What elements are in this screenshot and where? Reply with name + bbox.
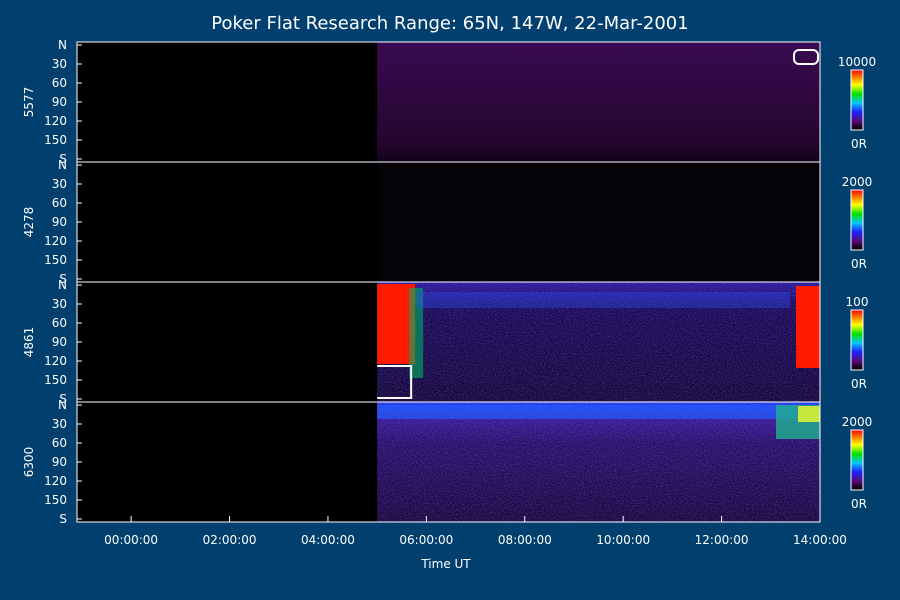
colorbar-min-label: 0R bbox=[851, 497, 867, 511]
noise-texture bbox=[377, 402, 820, 522]
y-tick-label: 60 bbox=[52, 196, 67, 210]
colorbar-frame bbox=[850, 189, 864, 251]
emission-data-region bbox=[377, 42, 820, 162]
y-tick-label: 30 bbox=[52, 297, 67, 311]
y-tick-label: 60 bbox=[52, 316, 67, 330]
y-tick-label: S bbox=[59, 152, 67, 166]
x-tick-label: 08:00:00 bbox=[498, 533, 552, 547]
y-tick-label: 150 bbox=[44, 253, 67, 267]
y-tick-label: S bbox=[59, 272, 67, 286]
y-tick-label: 90 bbox=[52, 95, 67, 109]
panel-label: 5577 bbox=[22, 87, 36, 118]
y-tick-label: 120 bbox=[44, 474, 67, 488]
y-tick-label: N bbox=[58, 278, 67, 292]
panel-label: 4861 bbox=[22, 327, 36, 358]
colorbar-max-label: 100 bbox=[846, 295, 869, 309]
colorbar-min-label: 0R bbox=[851, 377, 867, 391]
saturated-region-dawn bbox=[796, 286, 820, 368]
y-tick-label: 90 bbox=[52, 455, 67, 469]
x-tick-label: 00:00:00 bbox=[104, 533, 158, 547]
y-tick-label: 90 bbox=[52, 215, 67, 229]
colorbar-max-label: 2000 bbox=[842, 175, 873, 189]
emission-data-region bbox=[377, 162, 820, 282]
colorbar-frame bbox=[850, 69, 864, 131]
y-tick-label: 150 bbox=[44, 493, 67, 507]
saturated-region-dusk bbox=[377, 284, 416, 364]
colorbar-min-label: 0R bbox=[851, 137, 867, 151]
y-tick-label: N bbox=[58, 38, 67, 52]
noise-texture bbox=[377, 282, 820, 402]
colorbar bbox=[851, 430, 863, 490]
y-tick-label: 120 bbox=[44, 114, 67, 128]
dusk-gradient-edge bbox=[409, 288, 424, 378]
y-tick-label: 30 bbox=[52, 417, 67, 431]
colorbar-max-label: 10000 bbox=[838, 55, 876, 69]
y-tick-label: 30 bbox=[52, 57, 67, 71]
y-tick-label: S bbox=[59, 512, 67, 526]
panel-4278: N 30 60 90 120 150 S 4278 2000 0R bbox=[22, 158, 872, 286]
colorbar bbox=[851, 310, 863, 370]
panel-4861: N 30 60 90 120 150 S 4861 100 0R bbox=[22, 278, 868, 406]
y-tick-label: 90 bbox=[52, 335, 67, 349]
colorbar-max-label: 2000 bbox=[842, 415, 873, 429]
emission-band bbox=[377, 405, 820, 419]
x-tick-label: 06:00:00 bbox=[399, 533, 453, 547]
colorbar bbox=[851, 190, 863, 250]
dawn-contour bbox=[793, 49, 819, 65]
x-tick-label: 10:00:00 bbox=[596, 533, 650, 547]
y-tick-label: N bbox=[58, 158, 67, 172]
x-tick-label: 02:00:00 bbox=[203, 533, 257, 547]
colorbar-min-label: 0R bbox=[851, 257, 867, 271]
y-tick-label: 60 bbox=[52, 436, 67, 450]
colorbar-frame bbox=[850, 429, 864, 491]
x-tick-label: 12:00:00 bbox=[695, 533, 749, 547]
panel-label: 4278 bbox=[22, 207, 36, 238]
y-tick-label: 150 bbox=[44, 133, 67, 147]
panel-5577: N 30 60 90 120 150 S 5577 10000 0R bbox=[22, 38, 876, 166]
x-axis-label: Time UT bbox=[420, 557, 471, 571]
colorbar-frame bbox=[850, 309, 864, 371]
y-tick-label: 60 bbox=[52, 76, 67, 90]
x-tick-label: 14:00:00 bbox=[793, 533, 847, 547]
panel-6300: N 30 60 90 120 150 S 6300 2000 0R bbox=[22, 398, 872, 526]
y-tick-label: S bbox=[59, 392, 67, 406]
emission-band bbox=[417, 292, 790, 308]
y-tick-label: 150 bbox=[44, 373, 67, 387]
dusk-contour bbox=[377, 365, 413, 399]
bright-dawn-core bbox=[798, 406, 820, 422]
y-tick-label: N bbox=[58, 398, 67, 412]
colorbar bbox=[851, 70, 863, 130]
y-tick-label: 120 bbox=[44, 354, 67, 368]
panel-label: 6300 bbox=[22, 447, 36, 478]
x-tick-label: 04:00:00 bbox=[301, 533, 355, 547]
y-tick-label: 120 bbox=[44, 234, 67, 248]
chart-title: Poker Flat Research Range: 65N, 147W, 22… bbox=[211, 13, 688, 34]
y-tick-label: 30 bbox=[52, 177, 67, 191]
